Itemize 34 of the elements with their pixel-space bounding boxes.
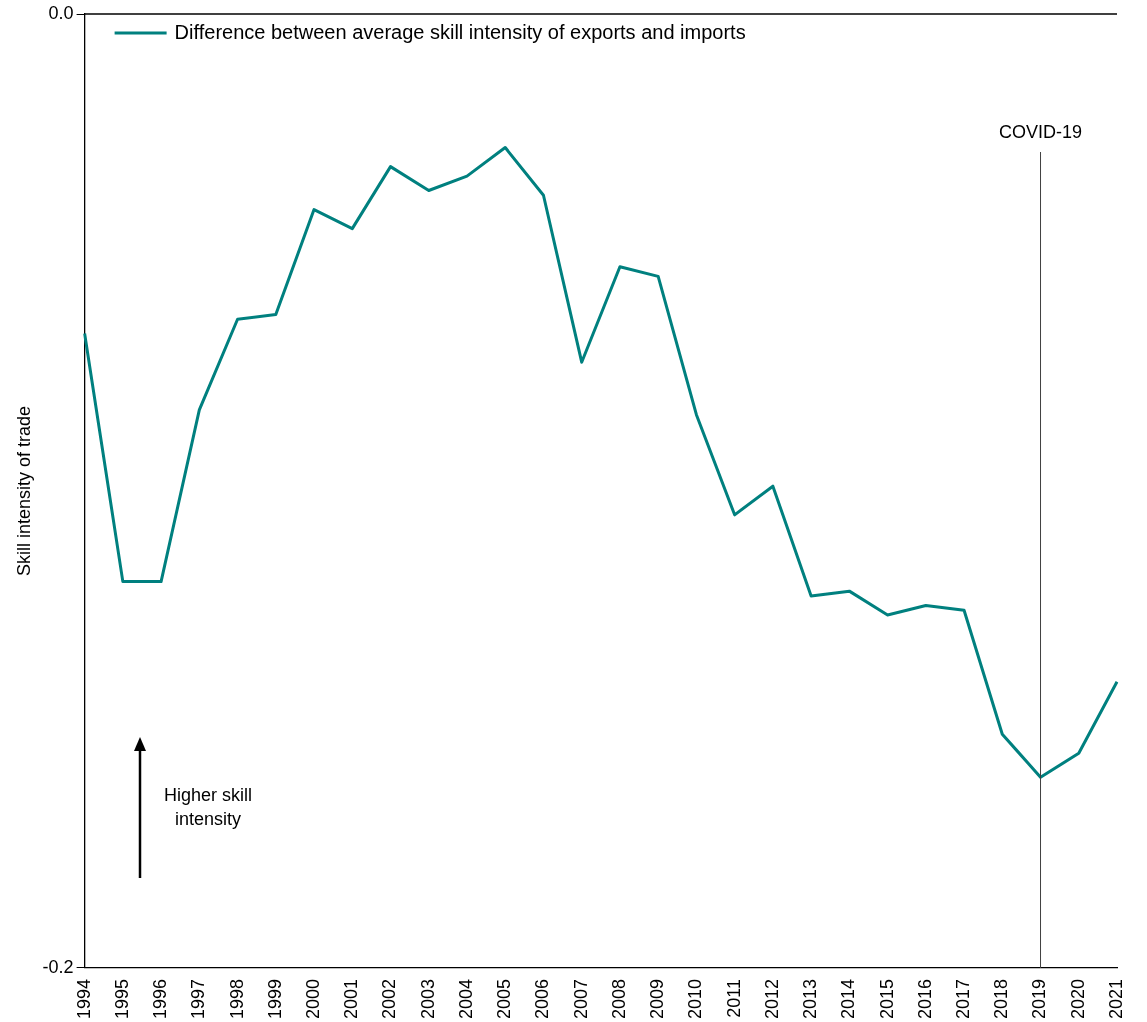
ref-line-label: COVID-19 — [999, 121, 1083, 142]
x-tick-label: 2001 — [341, 978, 362, 1019]
x-tick-label: 2017 — [953, 978, 974, 1019]
x-tick-label: 2003 — [417, 978, 438, 1019]
x-tick-label: 2015 — [876, 978, 897, 1019]
x-tick-label: 2007 — [570, 978, 591, 1019]
x-tick-label: 1998 — [226, 978, 247, 1019]
x-tick-label: 2019 — [1029, 978, 1050, 1019]
x-tick-label: 2010 — [685, 978, 706, 1019]
x-tick-label: 2006 — [532, 978, 553, 1019]
x-tick-label: 2000 — [303, 978, 323, 1019]
x-tick-label: 2013 — [800, 978, 821, 1019]
x-tick-label: 1995 — [111, 978, 132, 1019]
x-tick-label: 2009 — [647, 978, 668, 1019]
x-tick-label: 2018 — [991, 978, 1012, 1019]
legend-label: Difference between average skill intensity of exports and imports — [174, 20, 746, 43]
x-tick-label: 1999 — [264, 978, 285, 1019]
x-tick-label: 1997 — [188, 978, 209, 1019]
x-tick-label: 2008 — [608, 978, 629, 1019]
annotation: Higher skill intensity — [163, 784, 253, 831]
x-tick-label: 1996 — [150, 978, 171, 1019]
x-tick-label: 2011 — [723, 978, 744, 1018]
x-tick-label: 2021 — [1105, 978, 1126, 1019]
x-tick-label: 2014 — [838, 978, 859, 1019]
x-tick-label: 2016 — [914, 978, 935, 1019]
x-tick-label: 1994 — [73, 978, 94, 1019]
x-tick-label: 2002 — [379, 978, 400, 1019]
x-tick-label: 2004 — [455, 978, 476, 1019]
x-tick-label: 2005 — [494, 978, 515, 1019]
y-tick-label: 0.0 — [48, 2, 74, 23]
y-tick-label: -0.2 — [42, 956, 74, 977]
y-axis-title: Skill intensity of trade — [13, 405, 34, 577]
x-tick-label: 2020 — [1067, 978, 1088, 1019]
x-tick-label: 2012 — [761, 978, 782, 1019]
